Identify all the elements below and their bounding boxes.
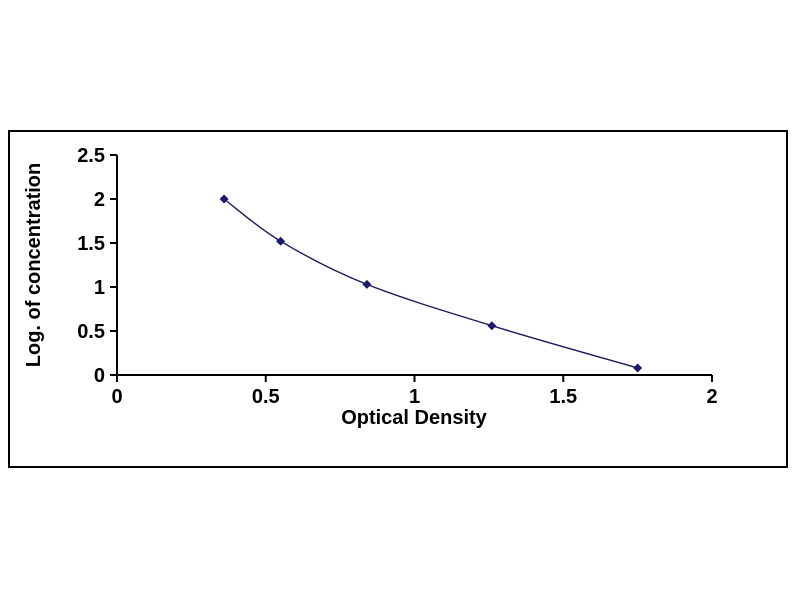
y-tick-label: 1.5: [77, 233, 105, 255]
data-point-marker: [487, 321, 497, 331]
data-point-marker: [219, 194, 229, 204]
data-point-marker: [633, 363, 643, 373]
y-axis-label: Log. of concentration: [23, 163, 45, 367]
x-tick-label: 2: [706, 386, 717, 408]
curve-line: [223, 198, 638, 369]
y-tick-label: 1: [94, 277, 105, 299]
standard-curve-chart: Optical Density Log. of concentration 00…: [23, 145, 718, 429]
y-tick-label: 0.5: [77, 321, 105, 343]
y-tick-label: 2: [94, 189, 105, 211]
y-tick-label: 2.5: [77, 145, 105, 167]
data-point-marker: [276, 236, 286, 246]
x-tick-label: 1.5: [549, 386, 577, 408]
x-tick-label: 0: [111, 386, 122, 408]
x-tick-label: 0.5: [252, 386, 280, 408]
data-point-marker: [362, 279, 372, 289]
x-tick-label: 1: [409, 386, 420, 408]
x-axis-label: Optical Density: [341, 407, 487, 429]
y-tick-label: 0: [94, 365, 105, 387]
